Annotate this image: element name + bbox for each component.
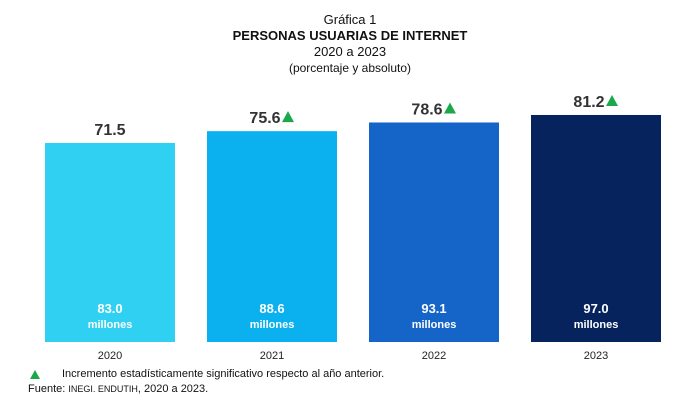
x-tick-label-2021: 2021 <box>260 350 284 362</box>
chart-title: PERSONAS USUARIAS DE INTERNET <box>232 28 468 43</box>
source-years: , 2020 a 2023. <box>137 383 209 395</box>
inner-value-2022: 93.1 <box>421 301 446 316</box>
chart-years: 2020 a 2023 <box>313 44 387 59</box>
value-label-2022: 78.6 <box>411 101 442 118</box>
inner-unit-2021: millones <box>250 319 295 331</box>
increase-marker-icon <box>30 370 40 379</box>
source-value: INEGI. ENDUTIH <box>68 384 138 394</box>
value-label-2020: 71.5 <box>94 122 125 139</box>
bar-2020 <box>45 142 175 342</box>
bar-2022 <box>369 122 499 342</box>
inner-value-2020: 83.0 <box>97 301 122 316</box>
increase-marker-icon-2023 <box>606 94 618 106</box>
chart-titles: Gráfica 1 PERSONAS USUARIAS DE INTERNET … <box>0 12 700 76</box>
source-note: Fuente: INEGI. ENDUTIH, 2020 a 2023. <box>28 383 208 396</box>
x-tick-label-2022: 2022 <box>422 350 446 362</box>
increase-marker-icon-2022 <box>444 102 456 114</box>
inner-unit-2022: millones <box>412 319 457 331</box>
inner-unit-2020: millones <box>88 319 133 331</box>
inner-unit-2023: millones <box>574 319 619 331</box>
footnote: Incremento estadísticamente significativ… <box>28 368 384 381</box>
source-label: Fuente: <box>28 383 69 395</box>
inner-value-2021: 88.6 <box>259 301 284 316</box>
x-tick-label-2023: 2023 <box>584 350 608 362</box>
increase-marker-icon-2021 <box>282 111 294 123</box>
value-label-2021: 75.6 <box>249 110 280 127</box>
chart-subtitle: (porcentaje y absoluto) <box>288 61 412 75</box>
inner-value-2023: 97.0 <box>583 301 608 316</box>
value-label-2023: 81.2 <box>573 94 604 111</box>
footnote-text: Incremento estadísticamente significativ… <box>62 368 385 380</box>
figure-label: Gráfica 1 <box>323 12 377 27</box>
bar-2023 <box>531 114 661 342</box>
bar-2021 <box>207 131 337 342</box>
x-tick-label-2020: 2020 <box>98 350 122 362</box>
